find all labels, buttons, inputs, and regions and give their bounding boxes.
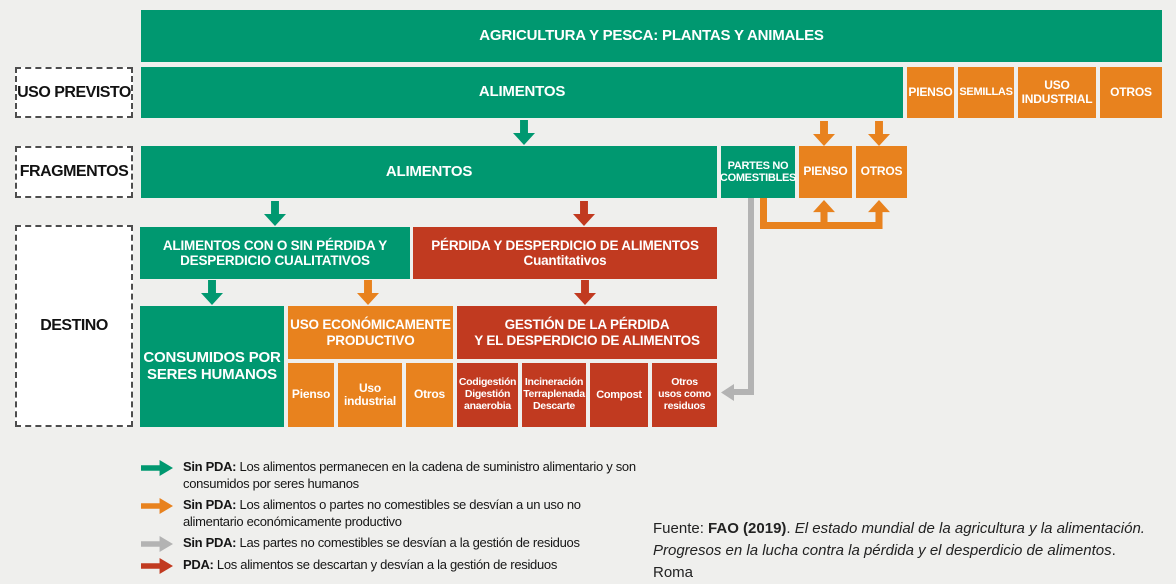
legend-text: Las partes no comestibles se desvían a l… bbox=[239, 535, 580, 550]
box-otros-uso-previsto: OTROS bbox=[1100, 67, 1162, 118]
box-pienso-uso-previsto: PIENSO bbox=[907, 67, 954, 118]
row-label-fragmentos: FRAGMENTOS bbox=[15, 146, 133, 198]
box-uso-economicamente-productivo: USO ECONÓMICAMENTE PRODUCTIVO bbox=[288, 306, 453, 359]
legend-arrow-green-icon bbox=[141, 460, 173, 476]
box-incineracion: Incineración Terraplenada Descarte bbox=[522, 363, 586, 427]
row-label-destino-text: DESTINO bbox=[40, 317, 108, 334]
source-title: El estado mundial de la agricultura y la… bbox=[653, 520, 1145, 559]
legend-text: Los alimentos o partes no comestibles se… bbox=[183, 497, 581, 529]
source-author: FAO (2019) bbox=[708, 520, 787, 537]
legend-item-sin-pda-verde: Sin PDA: Los alimentos permanecen en la … bbox=[141, 459, 648, 493]
legend-text: Los alimentos permanecen en la cadena de… bbox=[183, 459, 636, 491]
arrow-down-green-consumidos bbox=[201, 280, 223, 305]
box-consumidos-seres-humanos: CONSUMIDOS POR SERES HUMANOS bbox=[140, 306, 284, 427]
arrow-down-red-gestion bbox=[574, 280, 596, 305]
source-place: . Roma bbox=[653, 541, 1116, 581]
box-compost: Compost bbox=[590, 363, 648, 427]
legend-arrow-orange-icon bbox=[141, 498, 173, 514]
orange-connector-vertical bbox=[760, 198, 767, 226]
arrow-down-green-alimentos bbox=[513, 120, 535, 145]
legend-text: Los alimentos se descartan y desvían a l… bbox=[216, 557, 558, 572]
box-otros-destino: Otros bbox=[406, 363, 453, 427]
arrow-down-orange-otros bbox=[868, 121, 890, 146]
source-sep: . bbox=[786, 520, 795, 537]
box-agricultura-y-pesca: AGRICULTURA Y PESCA: PLANTAS Y ANIMALES bbox=[141, 10, 1162, 62]
box-pienso-fragmentos: PIENSO bbox=[799, 146, 852, 198]
legend-prefix: PDA: bbox=[183, 557, 214, 572]
legend-prefix: Sin PDA: bbox=[183, 459, 237, 474]
gray-connector-horizontal bbox=[733, 389, 752, 395]
arrow-down-green-cualitativos bbox=[264, 201, 286, 226]
box-uso-industrial-destino: Uso industrial bbox=[338, 363, 402, 427]
legend-item-sin-pda-gris: Sin PDA: Las partes no comestibles se de… bbox=[141, 535, 653, 552]
box-alimentos-con-o-sin-pda: ALIMENTOS CON O SIN PÉRDIDA Y DESPERDICI… bbox=[140, 227, 410, 279]
legend-item-pda-rojo: PDA: Los alimentos se descartan y desvía… bbox=[141, 557, 653, 574]
box-otros-usos-residuos: Otros usos como residuos bbox=[652, 363, 717, 427]
row-label-destino: DESTINO bbox=[15, 225, 133, 427]
legend-prefix: Sin PDA: bbox=[183, 497, 237, 512]
legend-arrow-gray-icon bbox=[141, 536, 173, 552]
box-uso-industrial-uso-previsto: USO INDUSTRIAL bbox=[1018, 67, 1096, 118]
legend-prefix: Sin PDA: bbox=[183, 535, 237, 550]
box-gestion-perdida-desperdicio: GESTIÓN DE LA PÉRDIDA Y EL DESPERDICIO D… bbox=[457, 306, 717, 359]
source-citation: Fuente: FAO (2019). El estado mundial de… bbox=[653, 518, 1145, 583]
row-label-fragmentos-text: FRAGMENTOS bbox=[19, 163, 129, 180]
box-alimentos-uso-previsto: ALIMENTOS bbox=[141, 67, 903, 118]
source-label: Fuente: bbox=[653, 520, 709, 537]
legend-arrow-red-icon bbox=[141, 558, 173, 574]
arrow-down-orange-uso-economico bbox=[357, 280, 379, 305]
box-otros-fragmentos: OTROS bbox=[856, 146, 907, 198]
row-label-uso-previsto-text: USO PREVISTO bbox=[17, 83, 131, 101]
box-pienso-destino: Pienso bbox=[288, 363, 334, 427]
legend-item-sin-pda-naranja: Sin PDA: Los alimentos o partes no comes… bbox=[141, 497, 613, 531]
box-codigestion: Codigestión Digestión anaerobia bbox=[457, 363, 518, 427]
box-partes-no-comestibles: PARTES NO COMESTIBLES bbox=[720, 146, 796, 198]
box-perdida-y-desperdicio: PÉRDIDA Y DESPERDICIO DE ALIMENTOS Cuant… bbox=[413, 227, 717, 279]
box-semillas-uso-previsto: SEMILLAS bbox=[958, 67, 1014, 118]
row-label-uso-previsto: USO PREVISTO bbox=[15, 67, 133, 118]
gray-connector-vertical bbox=[748, 198, 754, 395]
arrow-left-gray-residuos bbox=[721, 384, 734, 401]
box-alimentos-fragmentos: ALIMENTOS bbox=[141, 146, 717, 198]
arrow-down-orange-pienso bbox=[813, 121, 835, 146]
arrow-down-red-cuantitativos bbox=[573, 201, 595, 226]
